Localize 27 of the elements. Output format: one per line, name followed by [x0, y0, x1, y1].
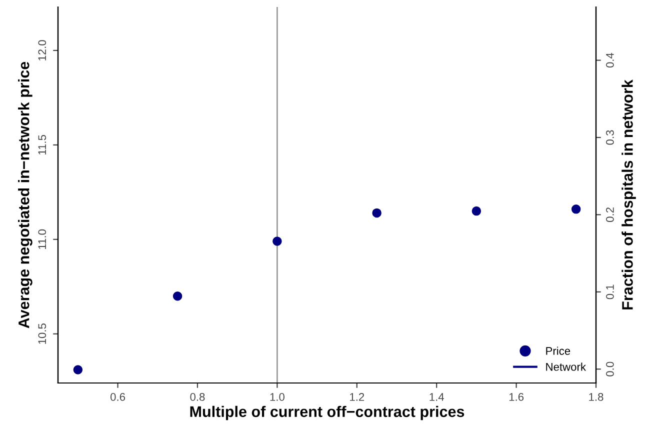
- legend-label: Network: [546, 362, 586, 371]
- y-axis-title: Average negotiated in−network price: [18, 62, 32, 328]
- point: [472, 206, 482, 216]
- y2-axis-title: Fraction of hospitals in network: [622, 80, 636, 310]
- x-tick-label: 0.6: [110, 393, 126, 401]
- y-tick-label: 11.0: [38, 229, 46, 249]
- x-axis-title: Multiple of current off−contract prices: [190, 406, 464, 420]
- y2-tick-label: 0.4: [606, 52, 614, 68]
- y2-tick-label: 0.0: [606, 362, 614, 376]
- y-tick-label: 11.5: [38, 134, 46, 154]
- x-tick-label: 1.0: [270, 393, 284, 401]
- x-tick-label: 0.8: [190, 393, 205, 401]
- point: [571, 204, 581, 214]
- x-tick-label: 1.4: [430, 393, 444, 401]
- y-tick-label: 12.0: [38, 40, 46, 60]
- point: [372, 208, 382, 218]
- point: [272, 236, 282, 246]
- legend-label: Price: [546, 346, 570, 355]
- x-tick-label: 1.2: [350, 393, 364, 401]
- y2-tick-label: 0.2: [606, 208, 614, 222]
- x-tick-label: 1.8: [589, 393, 604, 401]
- y2-tick-label: 0.3: [606, 130, 614, 145]
- y2-tick-label: 0.1: [606, 284, 614, 300]
- point: [172, 291, 182, 301]
- point: [73, 365, 83, 374]
- x-tick-label: 1.6: [509, 393, 524, 401]
- y-tick-label: 10.5: [38, 324, 46, 344]
